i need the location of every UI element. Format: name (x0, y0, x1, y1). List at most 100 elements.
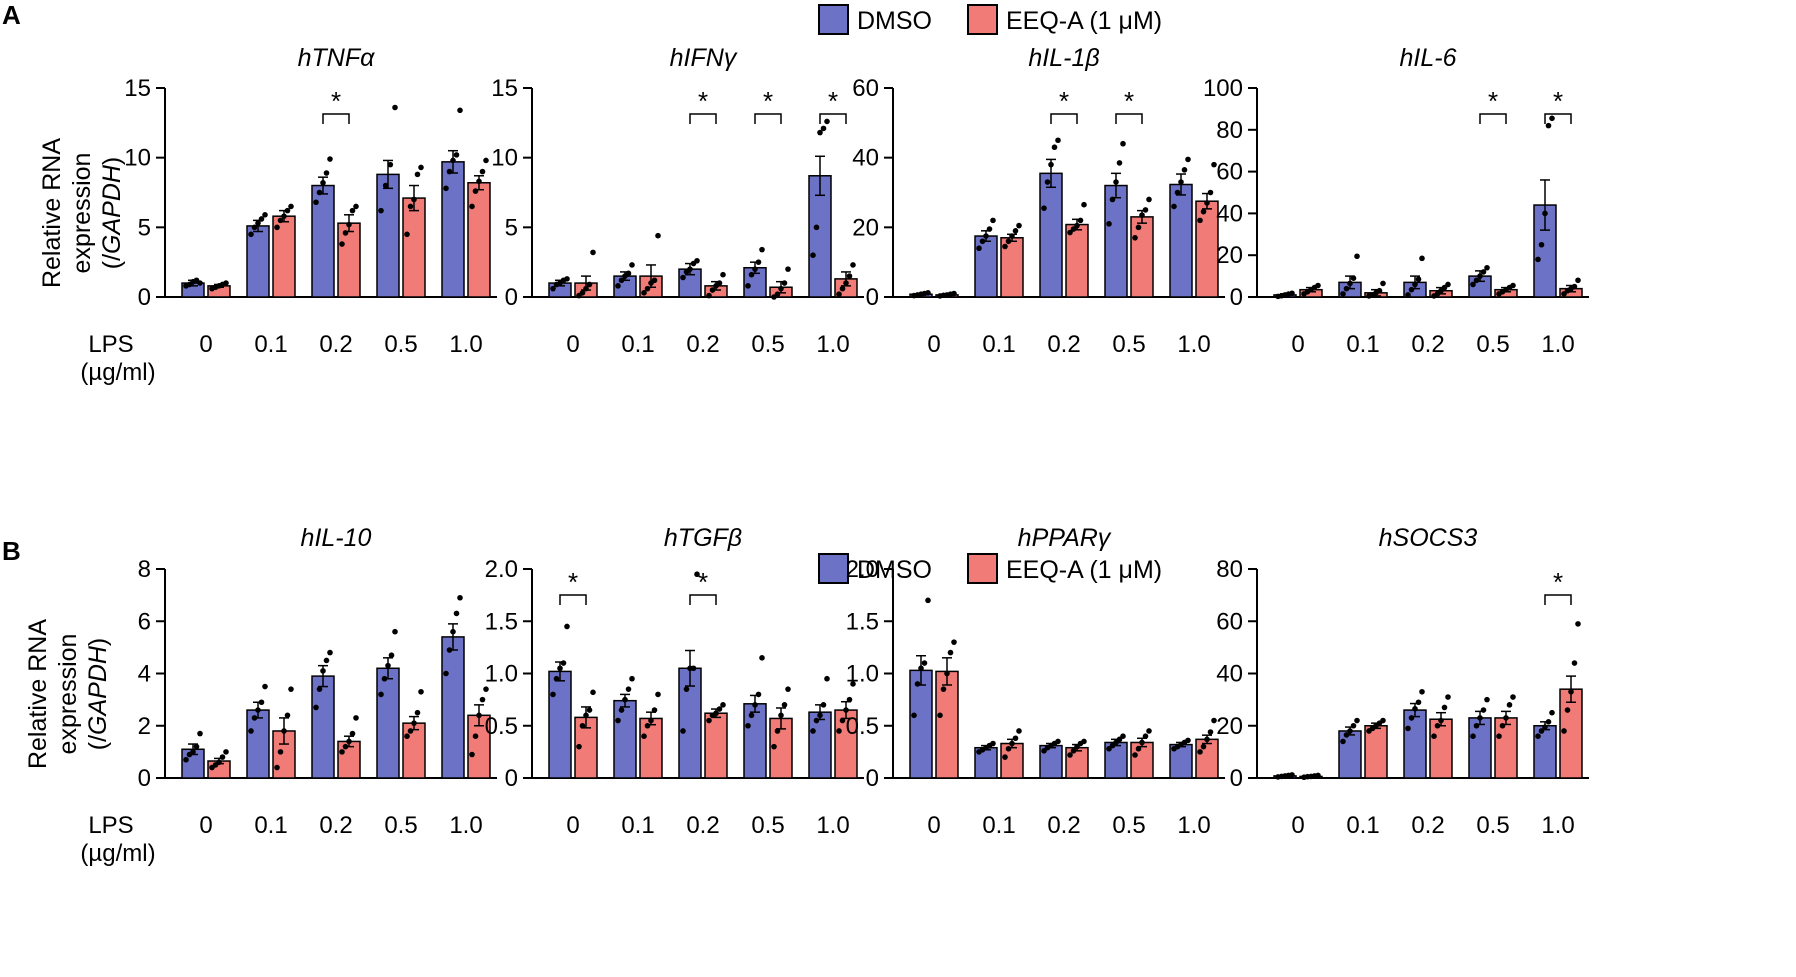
data-point-dmso (1419, 688, 1425, 695)
data-point-dmso (564, 276, 570, 282)
data-point-eeqa (1016, 728, 1022, 734)
data-point-eeqa (274, 764, 280, 771)
significance-bracket (689, 594, 717, 605)
legend-b-eeqa-label: EEQ-A (1 μM) (1006, 556, 1162, 584)
data-point-dmso (255, 707, 261, 713)
data-point-dmso (443, 670, 449, 677)
data-point-dmso (813, 717, 820, 724)
y-tick-label: 4 (138, 661, 151, 688)
data-point-dmso (1419, 255, 1425, 262)
data-point-eeqa (1200, 743, 1207, 750)
chart-title: hSOCS3 (1379, 524, 1478, 552)
chart-title: hTGFβ (664, 524, 742, 552)
data-point-dmso (914, 681, 921, 687)
data-point-eeqa (1564, 707, 1571, 713)
data-point-dmso (618, 707, 625, 713)
data-point-eeqa (720, 271, 726, 278)
data-point-dmso (1480, 269, 1487, 275)
data-point-eeqa (1441, 704, 1448, 711)
data-point-dmso (1347, 728, 1353, 734)
data-point-eeqa (583, 285, 589, 292)
data-point-eeqa (937, 712, 943, 719)
data-point-eeqa (1012, 735, 1019, 742)
data-point-eeqa (469, 751, 475, 758)
data-point-eeqa (1077, 217, 1084, 224)
significance-bracket (754, 113, 782, 124)
data-point-eeqa (1207, 729, 1214, 735)
y-label-line2: expression (68, 153, 96, 274)
data-point-dmso (255, 220, 261, 226)
data-point-eeqa (706, 292, 712, 299)
data-point-dmso (446, 647, 453, 653)
data-point-eeqa (1132, 234, 1138, 241)
x-category-label: 0.2 (1047, 331, 1080, 358)
data-point-eeqa (1012, 228, 1019, 234)
bar-eeqa (467, 181, 491, 298)
x-category-label: 0 (1291, 812, 1304, 839)
bar-eeqa (1065, 746, 1089, 779)
significance-bracket (1050, 113, 1078, 124)
bar-eeqa (402, 197, 426, 298)
significance-star: * (763, 86, 773, 116)
data-point-eeqa (1067, 229, 1073, 236)
data-point-eeqa (951, 290, 957, 297)
significance-star: * (1124, 86, 1134, 116)
data-point-eeqa (342, 230, 349, 236)
data-point-dmso (1415, 276, 1422, 283)
bar-dmso (376, 173, 400, 298)
bar-eeqa (1065, 223, 1089, 298)
data-point-eeqa (274, 224, 280, 231)
data-point-dmso (615, 283, 621, 289)
data-point-dmso (683, 686, 690, 692)
data-point-eeqa (1197, 749, 1203, 755)
significance-star: * (331, 86, 341, 116)
data-point-dmso (1470, 281, 1476, 288)
data-point-eeqa (644, 722, 651, 729)
data-point-eeqa (479, 696, 486, 703)
data-point-eeqa (284, 712, 291, 719)
data-point-eeqa (1510, 694, 1516, 700)
data-point-dmso (1480, 707, 1487, 713)
x-category-label: 0.2 (319, 812, 352, 839)
data-point-dmso (625, 686, 632, 692)
data-point-dmso (1350, 275, 1357, 281)
data-point-dmso (327, 649, 333, 656)
data-point-dmso (748, 271, 755, 278)
y-tick-label: 0 (505, 284, 518, 311)
data-point-eeqa (1142, 207, 1149, 213)
data-point-dmso (1354, 717, 1360, 724)
data-point-eeqa (339, 241, 345, 247)
x-category-label: 0.1 (254, 331, 287, 358)
data-point-eeqa (940, 686, 947, 692)
y-label-gene: GAPDH (98, 164, 126, 254)
bar-dmso (613, 699, 637, 779)
y-tick-label: 80 (1216, 556, 1243, 583)
data-point-eeqa (216, 759, 222, 766)
data-point-eeqa (346, 221, 352, 228)
data-point-dmso (1113, 179, 1119, 185)
data-point-dmso (550, 285, 556, 292)
data-point-eeqa (947, 649, 954, 656)
data-point-eeqa (1016, 222, 1022, 229)
data-point-eeqa (579, 290, 586, 296)
data-point-eeqa (1503, 715, 1509, 721)
data-point-dmso (1405, 725, 1411, 732)
bar-dmso (1403, 709, 1427, 779)
data-point-eeqa (1211, 717, 1217, 724)
chart-title: hIL-10 (301, 524, 372, 552)
bar-eeqa (935, 670, 959, 779)
data-point-dmso (752, 702, 758, 708)
data-point-dmso (378, 207, 384, 214)
data-point-eeqa (353, 203, 359, 210)
data-point-eeqa (281, 213, 287, 219)
y-tick-label: 0 (505, 765, 518, 792)
data-point-dmso (316, 686, 323, 692)
x-category-label: 0.2 (319, 331, 352, 358)
data-point-dmso (1538, 728, 1545, 734)
chart-hpparg: hPPARγ 0 0.5 1.0 1.5 2.0 0 0.1 0.2 0.5 1.0 (846, 524, 1225, 839)
y-tick-label: 1.5 (846, 608, 879, 635)
data-point-eeqa (846, 273, 853, 279)
bar-eeqa (337, 222, 361, 298)
data-point-dmso (615, 717, 621, 724)
y-label-open: (/ (84, 735, 112, 750)
